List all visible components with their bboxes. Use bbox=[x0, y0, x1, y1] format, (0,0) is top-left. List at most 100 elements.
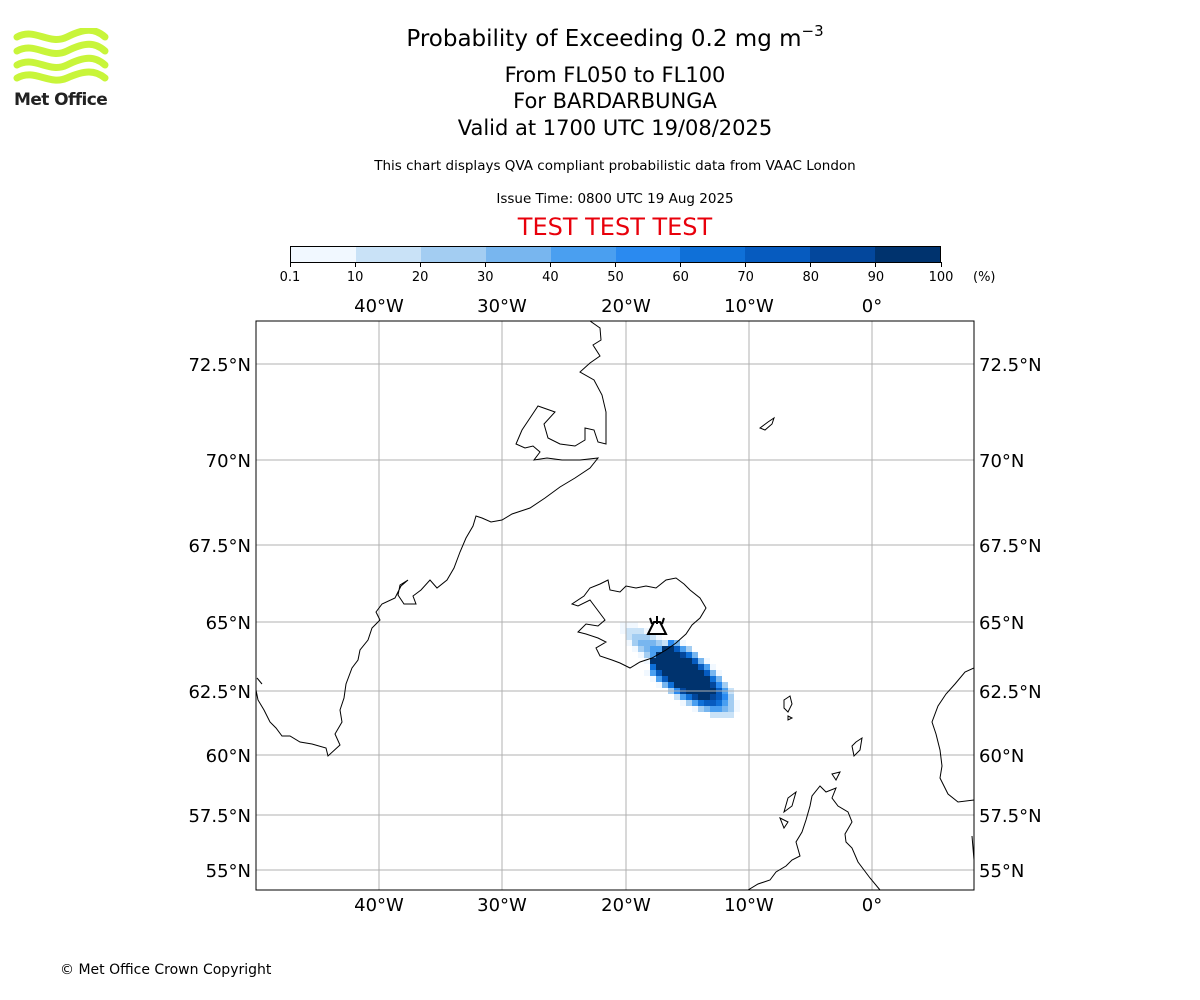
colorbar-tick-label: 30 bbox=[477, 270, 494, 285]
probability-cell bbox=[722, 700, 728, 706]
probability-cell bbox=[680, 652, 686, 658]
copyright: © Met Office Crown Copyright bbox=[60, 962, 272, 978]
probability-cell bbox=[716, 712, 722, 718]
probability-cell bbox=[668, 658, 674, 664]
probability-cell bbox=[626, 622, 632, 628]
colorbar-tick-mark bbox=[419, 262, 421, 267]
colorbar-tick-mark bbox=[745, 262, 747, 267]
latitude-label: 72.5°N bbox=[188, 355, 251, 376]
colorbar-segment bbox=[875, 247, 941, 262]
probability-cell bbox=[650, 658, 656, 664]
probability-cell bbox=[728, 712, 734, 718]
probability-cell bbox=[662, 664, 668, 670]
probability-cell bbox=[704, 676, 710, 682]
colorbar-tick-mark bbox=[810, 262, 812, 267]
probability-cell bbox=[656, 640, 662, 646]
colorbar-segment bbox=[550, 247, 616, 262]
issue-time: Issue Time: 0800 UTC 19 Aug 2025 bbox=[496, 191, 734, 207]
probability-cell bbox=[656, 646, 662, 652]
longitude-label: 10°W bbox=[724, 895, 774, 916]
colorbar-tick-mark bbox=[549, 262, 551, 267]
probability-cell bbox=[638, 640, 644, 646]
probability-cell bbox=[704, 706, 710, 712]
probability-cell bbox=[728, 706, 734, 712]
probability-cell bbox=[704, 694, 710, 700]
probability-cell bbox=[716, 706, 722, 712]
latitude-label: 72.5°N bbox=[979, 355, 1042, 376]
probability-cell bbox=[668, 682, 674, 688]
probability-cell bbox=[698, 676, 704, 682]
coastline-jan-mayen bbox=[758, 416, 775, 431]
probability-cell bbox=[692, 700, 698, 706]
volcano-icon bbox=[646, 616, 668, 635]
probability-cell bbox=[644, 652, 650, 658]
probability-cell bbox=[704, 682, 710, 688]
colorbar-tick-mark bbox=[940, 262, 942, 267]
probability-cell bbox=[686, 664, 692, 670]
coastline-scotland bbox=[747, 785, 881, 890]
probability-cell bbox=[680, 646, 686, 652]
latitude-label: 70°N bbox=[979, 451, 1024, 472]
latitude-label: 70°N bbox=[206, 451, 251, 472]
chart-title: Probability of Exceeding 0.2 mg m−3 bbox=[406, 22, 824, 52]
latitude-label: 60°N bbox=[979, 746, 1024, 767]
probability-cell bbox=[632, 640, 638, 646]
probability-cell bbox=[638, 628, 644, 634]
latitude-label: 62.5°N bbox=[979, 682, 1042, 703]
probability-cell bbox=[692, 706, 698, 712]
longitude-label: 0° bbox=[862, 895, 882, 916]
probability-cell bbox=[662, 658, 668, 664]
probability-cell bbox=[668, 640, 674, 646]
colorbar-tick-mark bbox=[289, 262, 291, 267]
probability-cell bbox=[674, 640, 680, 646]
probability-cell bbox=[698, 682, 704, 688]
probability-cell bbox=[632, 622, 638, 628]
coastline-orkney bbox=[831, 771, 841, 781]
colorbar-tick-mark bbox=[615, 262, 616, 267]
probability-cell bbox=[656, 682, 662, 688]
probability-cell bbox=[704, 664, 710, 670]
colorbar-tick-label: 20 bbox=[411, 270, 429, 285]
colorbar-tick-label: 70 bbox=[737, 270, 754, 285]
probability-cell bbox=[710, 682, 716, 688]
probability-cell bbox=[638, 634, 644, 640]
probability-cell bbox=[644, 634, 650, 640]
probability-cell bbox=[722, 712, 728, 718]
probability-cell bbox=[710, 706, 716, 712]
probability-cell bbox=[656, 664, 662, 670]
probability-cell bbox=[716, 694, 722, 700]
probability-cell bbox=[656, 658, 662, 664]
probability-cell bbox=[698, 664, 704, 670]
probability-cell bbox=[680, 664, 686, 670]
probability-cell bbox=[650, 652, 656, 658]
colorbar-tick-label: 60 bbox=[672, 270, 689, 285]
colorbar-tick-label: 40 bbox=[542, 270, 559, 285]
colorbar-segment bbox=[420, 247, 486, 262]
probability-cell bbox=[674, 676, 680, 682]
probability-cell bbox=[644, 628, 650, 634]
latitude-label: 60°N bbox=[206, 746, 251, 767]
probability-cell bbox=[716, 682, 722, 688]
probability-cell bbox=[704, 700, 710, 706]
probability-cell bbox=[674, 652, 680, 658]
probability-cell bbox=[650, 646, 656, 652]
probability-cell bbox=[644, 670, 650, 676]
probability-cell bbox=[722, 706, 728, 712]
compliance-note: This chart displays QVA compliant probab… bbox=[374, 158, 856, 174]
probability-cell bbox=[674, 664, 680, 670]
probability-cell bbox=[710, 700, 716, 706]
probability-cell bbox=[722, 682, 728, 688]
coastline-greenland bbox=[256, 321, 607, 757]
colorbar-tick-label: 0.1 bbox=[279, 270, 301, 285]
probability-cell bbox=[662, 640, 668, 646]
ash-probability-field bbox=[620, 622, 740, 718]
probability-cell bbox=[632, 646, 638, 652]
probability-cell bbox=[698, 658, 704, 664]
colorbar-tick-label: 100 bbox=[928, 270, 954, 285]
latitude-label: 67.5°N bbox=[979, 536, 1042, 557]
longitude-label: 30°W bbox=[477, 296, 527, 317]
probability-cell bbox=[722, 694, 728, 700]
probability-cell bbox=[674, 694, 680, 700]
colorbar-tick-mark bbox=[875, 262, 877, 267]
probability-cell bbox=[680, 676, 686, 682]
